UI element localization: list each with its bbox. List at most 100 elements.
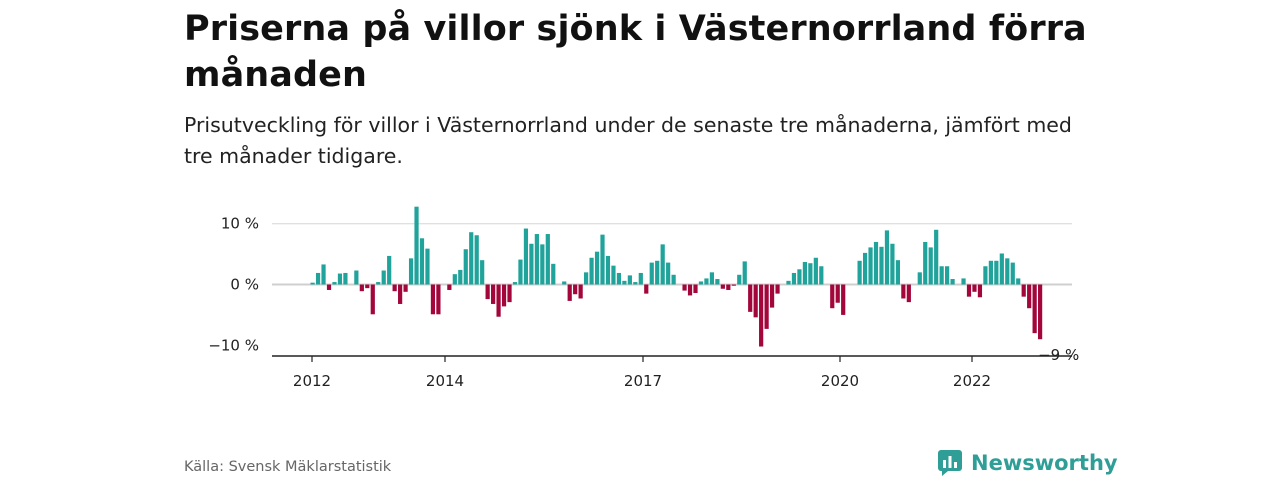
bar <box>950 279 955 285</box>
bar <box>567 284 572 301</box>
bar <box>884 230 890 285</box>
bar <box>354 270 359 285</box>
bar <box>660 244 665 285</box>
bar <box>1016 278 1021 285</box>
bar <box>977 284 983 298</box>
bar <box>605 255 611 285</box>
y-tick-label: 10 % <box>221 215 259 233</box>
bar <box>666 262 671 285</box>
bar <box>682 284 687 291</box>
bar <box>901 284 906 299</box>
bar <box>1005 258 1010 285</box>
bar <box>474 235 479 285</box>
bar <box>857 260 862 285</box>
y-tick-label: 0 % <box>230 276 259 294</box>
bar <box>983 266 988 285</box>
bar <box>562 281 567 285</box>
bar <box>649 262 654 285</box>
bar <box>830 284 835 309</box>
bar <box>419 238 425 285</box>
bar <box>775 284 780 294</box>
bar <box>616 272 622 285</box>
chart-title: Priserna på villor sjönk i Västernorrlan… <box>184 9 1087 95</box>
bar <box>480 260 485 285</box>
bar <box>578 284 583 299</box>
bar <box>343 272 348 285</box>
bar <box>518 259 523 285</box>
bar <box>808 263 813 285</box>
bar <box>452 274 457 285</box>
bar <box>611 265 616 285</box>
x-tick-label: 2012 <box>293 372 331 390</box>
bar <box>693 284 698 294</box>
bar <box>906 284 911 303</box>
bar <box>819 266 824 285</box>
bar <box>359 284 364 292</box>
bar <box>392 284 397 292</box>
bar <box>436 284 441 315</box>
bar <box>862 252 868 285</box>
bar <box>403 284 408 292</box>
bar <box>523 228 529 285</box>
bar <box>534 234 539 285</box>
bar <box>988 260 993 285</box>
bar <box>622 280 627 285</box>
bar <box>945 266 950 285</box>
bar <box>584 272 589 285</box>
bar <box>966 284 972 297</box>
bar <box>655 260 660 285</box>
source-note: Källa: Svensk Mäklarstatistik <box>184 459 392 475</box>
bar <box>496 284 501 317</box>
newsworthy-logo: Newsworthy <box>937 449 1118 477</box>
bar <box>797 269 802 285</box>
bar <box>917 272 922 285</box>
bar <box>868 247 873 285</box>
bar <box>638 272 643 285</box>
chart-subtitle: Prisutveckling för villor i Västernorrla… <box>184 113 1072 168</box>
x-tick-label: 2020 <box>821 372 859 390</box>
bar <box>994 260 999 285</box>
bar <box>879 246 884 285</box>
bar <box>501 284 507 307</box>
bars <box>310 206 1043 347</box>
bar <box>791 272 797 285</box>
bar <box>365 284 370 289</box>
bar <box>999 253 1004 285</box>
bar <box>633 282 638 285</box>
bar <box>447 284 452 290</box>
bar <box>425 248 430 285</box>
bar <box>704 278 709 285</box>
bar <box>934 229 939 285</box>
bar <box>1038 284 1043 340</box>
bar <box>873 241 879 285</box>
bar <box>742 261 747 285</box>
bar <box>715 279 720 285</box>
bar <box>529 243 534 285</box>
bar <box>627 275 632 285</box>
bar <box>370 284 375 315</box>
bar <box>786 280 791 285</box>
axes: 10 % 0 % −10 % 2012 2014 2017 2020 2022 −9 % <box>208 215 1079 390</box>
bar <box>748 284 753 312</box>
bar <box>928 247 933 285</box>
bar <box>398 284 403 304</box>
bar <box>315 272 321 285</box>
y-tick-label: −10 % <box>208 336 259 354</box>
bar <box>540 244 545 285</box>
bar <box>408 258 414 285</box>
bar <box>1010 262 1015 285</box>
bar <box>594 251 600 285</box>
bar <box>376 282 381 285</box>
bar <box>326 284 332 290</box>
bar <box>458 269 463 285</box>
bar <box>709 272 715 285</box>
bar <box>512 282 518 285</box>
bar <box>698 281 704 285</box>
bar <box>1021 284 1026 297</box>
bar <box>573 284 578 295</box>
bar <box>841 284 846 315</box>
bar <box>463 249 468 285</box>
bar <box>895 260 900 285</box>
newsworthy-logo-icon <box>938 450 962 476</box>
bar <box>337 273 343 285</box>
